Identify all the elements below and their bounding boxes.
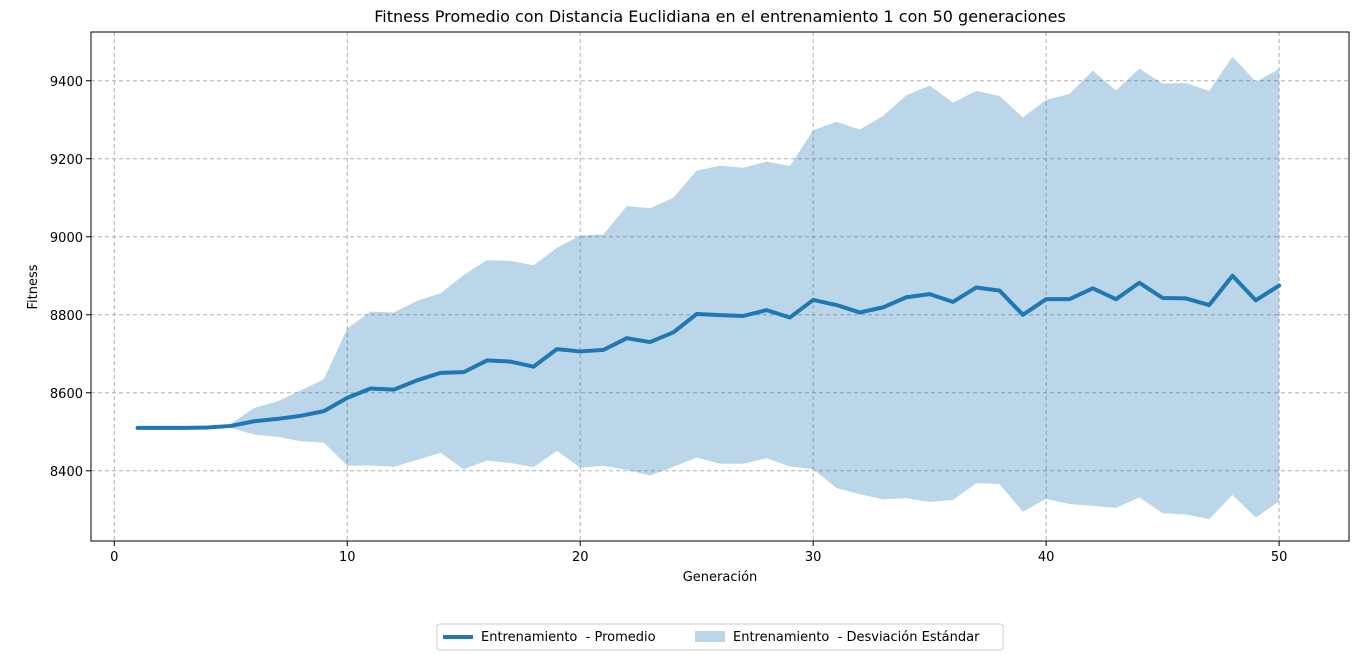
mean-series-line [135, 273, 1282, 430]
std-band-area [137, 56, 1280, 520]
y-tick-label: 9200 [50, 153, 83, 168]
y-axis-label: Fitness [26, 264, 41, 309]
y-tick-label: 8600 [50, 387, 83, 402]
y-tick-label: 8400 [50, 465, 83, 480]
std-band [137, 56, 1280, 520]
y-tick-label: 9400 [50, 75, 83, 90]
mean-line [135, 273, 1282, 430]
x-tick-label: 40 [1038, 550, 1055, 565]
x-tick-label: 50 [1271, 550, 1288, 565]
x-tick-label: 10 [339, 550, 356, 565]
x-axis: 0 10 20 30 40 50 [110, 541, 1287, 565]
legend-label-mean: Entrenamiento - Promedio [481, 630, 656, 645]
x-tick-label: 30 [805, 550, 822, 565]
x-axis-label: Generación [683, 570, 758, 585]
y-tick-label: 9000 [50, 231, 83, 246]
y-tick-label: 8800 [50, 309, 83, 324]
legend: Entrenamiento - Promedio Entrenamiento -… [436, 623, 1004, 651]
chart-title: Fitness Promedio con Distancia Euclidian… [374, 7, 1066, 26]
plot-frame [90, 31, 1350, 542]
legend-band-swatch [695, 631, 725, 642]
grid-lines [91, 32, 1349, 541]
y-axis: 8400 8600 8800 9000 9200 9400 [50, 75, 91, 480]
legend-label-std: Entrenamiento - Desviación Estándar [733, 630, 980, 645]
x-tick-label: 0 [110, 550, 118, 565]
x-tick-label: 20 [572, 550, 589, 565]
legend-box [436, 623, 1004, 651]
